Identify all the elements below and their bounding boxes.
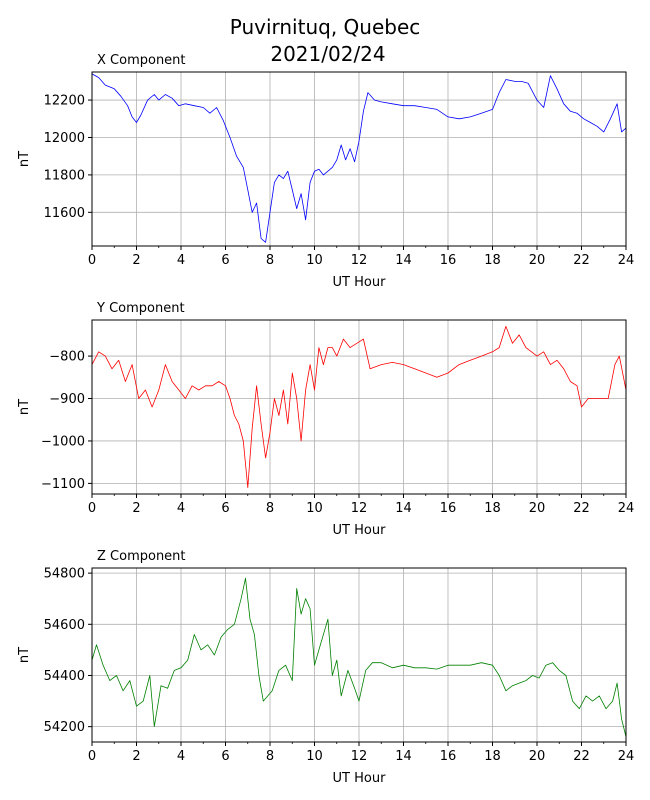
x-tick-label: 20 xyxy=(529,501,546,516)
x-tick-label: 18 xyxy=(484,749,501,764)
x-tick-label: 22 xyxy=(573,749,590,764)
y-tick-label: 54600 xyxy=(44,618,85,633)
y-tick-label: −900 xyxy=(49,392,85,407)
x-tick-label: 14 xyxy=(395,501,412,516)
x-tick-label: 24 xyxy=(618,253,635,268)
x-tick-label: 8 xyxy=(266,749,274,764)
panel-title: X Component xyxy=(97,53,186,68)
y-tick-label: 11800 xyxy=(44,168,85,183)
x-tick-label: 20 xyxy=(529,253,546,268)
x-tick-label: 10 xyxy=(306,501,323,516)
x-tick-label: 22 xyxy=(573,501,590,516)
x-tick-label: 6 xyxy=(221,749,229,764)
y-axis-label: nT xyxy=(17,399,32,415)
x-tick-label: 2 xyxy=(132,501,140,516)
y-component-panel: 0 2 4 6 8 10 12 14 16 18 20 22 24−1100−1000−900−800Y… xyxy=(17,301,634,538)
x-tick-label: 0 xyxy=(88,253,96,268)
x-tick-label: 4 xyxy=(177,749,185,764)
x-tick-label: 4 xyxy=(177,501,185,516)
series-line xyxy=(91,325,627,489)
x-tick-label: 20 xyxy=(529,749,546,764)
x-tick-label: 8 xyxy=(266,253,274,268)
x-tick-label: 6 xyxy=(221,253,229,268)
x-tick-label: 10 xyxy=(306,749,323,764)
x-tick-label: 24 xyxy=(618,501,635,516)
x-tick-label: 14 xyxy=(395,749,412,764)
x-axis-label: UT Hour xyxy=(333,275,387,290)
x-tick-label: 12 xyxy=(351,749,368,764)
y-tick-label: 12200 xyxy=(44,94,85,109)
x-tick-label: 6 xyxy=(221,501,229,516)
y-tick-label: 54400 xyxy=(44,669,85,684)
x-tick-label: 16 xyxy=(440,253,457,268)
z-component-panel: 0 2 4 6 8 10 12 14 16 18 20 22 245420054400546005480… xyxy=(17,549,634,786)
panel-title: Y Component xyxy=(96,301,185,316)
y-axis-label: nT xyxy=(17,647,32,663)
x-tick-label: 0 xyxy=(88,501,96,516)
x-tick-label: 10 xyxy=(306,253,323,268)
series-line xyxy=(91,577,627,737)
y-tick-label: 12000 xyxy=(44,131,85,146)
x-tick-label: 8 xyxy=(266,501,274,516)
panel-title: Z Component xyxy=(97,549,186,564)
x-tick-label: 18 xyxy=(484,253,501,268)
x-tick-label: 22 xyxy=(573,253,590,268)
y-axis-label: nT xyxy=(17,151,32,167)
x-tick-label: 18 xyxy=(484,501,501,516)
y-tick-label: −1000 xyxy=(41,434,85,449)
x-tick-label: 12 xyxy=(351,253,368,268)
y-tick-label: −1100 xyxy=(41,477,85,492)
x-tick-label: 2 xyxy=(132,253,140,268)
x-tick-label: 16 xyxy=(440,749,457,764)
x-tick-label: 14 xyxy=(395,253,412,268)
x-tick-label: 4 xyxy=(177,253,185,268)
x-axis-label: UT Hour xyxy=(333,523,387,538)
panels: 0 2 4 6 8 10 12 14 16 18 20 22 241160011800120001220… xyxy=(17,53,634,786)
figure-title-line1: Puvirnituq, Quebec xyxy=(230,15,421,39)
figure-title-line2: 2021/02/24 xyxy=(270,42,385,66)
x-tick-label: 0 xyxy=(88,749,96,764)
y-tick-label: 11600 xyxy=(44,206,85,221)
x-component-panel: 0 2 4 6 8 10 12 14 16 18 20 22 241160011800120001220… xyxy=(17,53,634,290)
y-tick-label: −800 xyxy=(49,350,85,365)
y-tick-label: 54800 xyxy=(44,567,85,582)
x-tick-label: 2 xyxy=(132,749,140,764)
y-tick-label: 54200 xyxy=(44,720,85,735)
x-axis-label: UT Hour xyxy=(333,771,387,786)
series-line xyxy=(91,73,627,243)
x-tick-label: 16 xyxy=(440,501,457,516)
x-tick-label: 12 xyxy=(351,501,368,516)
x-tick-label: 24 xyxy=(618,749,635,764)
